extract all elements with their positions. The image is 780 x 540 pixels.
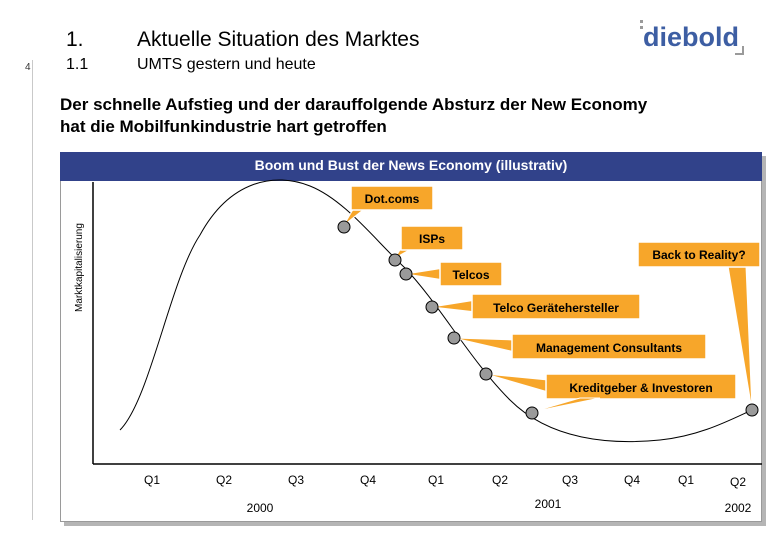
callout-box (439, 261, 503, 287)
x-tick-q1-2002: Q1 (678, 473, 694, 487)
x-tick-q4-2001: Q4 (624, 473, 640, 487)
curve-marker (447, 331, 461, 345)
callout-pointer (531, 397, 601, 413)
y-axis-label: Marktkapitalisierung (74, 223, 85, 312)
year-label-2002: 2002 (725, 501, 752, 515)
year-label-2000: 2000 (247, 501, 274, 515)
section-number: 1. (66, 28, 84, 51)
logo-frame-icon (640, 20, 744, 55)
callout-box (511, 333, 707, 360)
x-tick-q2-2001: Q2 (492, 473, 508, 487)
callout-back-to-reality: Back to Reality? (637, 241, 761, 417)
x-tick-q2-2002: Q2 (730, 475, 746, 489)
callout-label: Back to Reality? (652, 248, 745, 262)
curve-marker (425, 300, 439, 314)
section-title: Aktuelle Situation des Marktes (137, 28, 420, 51)
callout-pointer (485, 373, 549, 393)
diagram-title: Boom und Bust der News Economy (illustra… (254, 157, 568, 173)
callout-label: Telcos (452, 268, 489, 282)
headline-line-2: hat die Mobilfunkindustrie hart getroffe… (60, 117, 387, 136)
callout-dotcoms: Dot.coms (337, 185, 434, 234)
market-cap-curve (119, 179, 753, 443)
headline: Der schnelle Aufstieg und der darauffolg… (60, 94, 760, 138)
x-tick-q4-2000: Q4 (360, 473, 376, 487)
subsection-title: UMTS gestern und heute (137, 56, 316, 73)
callout-box (637, 241, 761, 268)
page-number: 4 (25, 62, 31, 73)
headline-line-1: Der schnelle Aufstieg und der darauffolg… (60, 95, 648, 114)
diebold-logo (640, 18, 750, 62)
callout-label: ISPs (419, 232, 445, 246)
diagram-banner (60, 152, 762, 181)
year-label-2001: 2001 (535, 497, 562, 511)
callout-telco-geraetehersteller: Telco Gerätehersteller (425, 293, 641, 320)
curve-marker (745, 403, 759, 417)
x-tick-q1-2000: Q1 (144, 473, 160, 487)
x-tick-q1-2001: Q1 (428, 473, 444, 487)
callout-telcos: Telcos (399, 261, 503, 287)
x-tick-q2-2000: Q2 (216, 473, 232, 487)
callout-isps: ISPs (388, 225, 464, 267)
callout-box (400, 225, 464, 251)
curve-marker (525, 406, 539, 420)
left-margin-rule (32, 60, 33, 520)
callout-box (350, 185, 434, 211)
curve-marker (337, 220, 351, 234)
x-tick-q3-2000: Q3 (288, 473, 304, 487)
logo-wordmark: diebold (643, 22, 739, 52)
x-tick-q3-2001: Q3 (562, 473, 578, 487)
callout-box (471, 293, 641, 320)
callout-box (545, 373, 737, 400)
callout-bottom-marker (525, 397, 601, 420)
callout-label: Kreditgeber & Investoren (569, 381, 712, 395)
callout-label: Dot.coms (365, 192, 420, 206)
callout-kreditgeber-investoren: Kreditgeber & Investoren (479, 367, 737, 400)
callout-label: Telco Gerätehersteller (493, 301, 619, 315)
callout-management-consultants: Management Consultants (447, 331, 707, 360)
callout-pointer (453, 337, 516, 353)
callout-label: Management Consultants (536, 341, 682, 355)
curve-marker (388, 253, 402, 267)
subsection-number: 1.1 (66, 56, 89, 73)
curve-marker (479, 367, 493, 381)
curve-marker (399, 267, 413, 281)
